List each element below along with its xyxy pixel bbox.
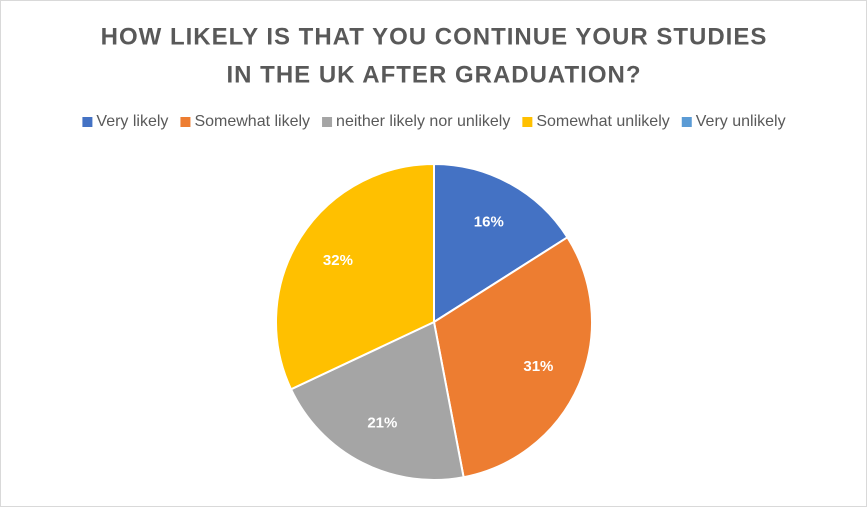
chart-title: HOW LIKELY IS THAT YOU CONTINUE YOUR STU… — [101, 23, 768, 50]
legend-label: Very likely — [96, 113, 168, 130]
pie-slice — [432, 235, 593, 479]
legend-label: Somewhat likely — [194, 113, 310, 130]
data-label: 31% — [523, 358, 553, 375]
legend-marker — [681, 117, 692, 127]
legend-marker — [82, 117, 93, 127]
data-label: 32% — [323, 252, 353, 269]
pie-slice — [289, 320, 465, 481]
legend-marker — [180, 117, 191, 127]
legend: Very likely Somewhat likely neither likely… — [82, 113, 786, 130]
legend-label: Somewhat unlikely — [536, 113, 669, 130]
legend-marker — [522, 117, 533, 127]
data-label: 21% — [367, 414, 397, 431]
chart-title: IN THE UK AFTER GRADUATION? — [227, 61, 642, 88]
legend-marker — [322, 117, 333, 127]
pie-slice — [433, 162, 569, 324]
data-label: 16% — [474, 213, 504, 230]
pie — [275, 162, 593, 481]
legend-label: Very unlikely — [696, 113, 786, 130]
legend-label: neither likely nor unlikely — [336, 113, 510, 130]
pie-slice — [275, 162, 435, 391]
data-labels: 16% 31% 21% 32% — [323, 213, 553, 431]
